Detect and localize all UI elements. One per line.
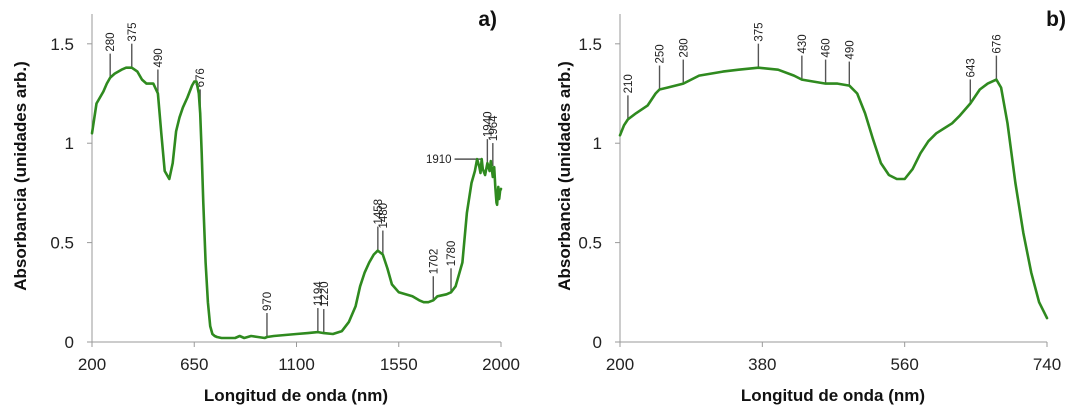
panel-b-label: b)	[1046, 8, 1066, 31]
panel-a-x-tick-label: 1550	[380, 355, 418, 374]
panel-b-annotation-label: 430	[797, 34, 809, 53]
panel-a-y-tick-label: 0.5	[50, 234, 74, 253]
panel-a-x-tick-label: 650	[180, 355, 208, 374]
panel-b-x-tick-label: 380	[748, 355, 776, 374]
panel-b-annotation-label: 460	[821, 38, 833, 57]
panel-b-y-title: Absorbancia (unidades arb.)	[555, 61, 574, 291]
panel-a-x-title: Longitud de onda (nm)	[204, 386, 388, 405]
panel-a-annotation-label: 1702	[428, 249, 440, 275]
panel-a-annotation-label: 1780	[446, 241, 458, 267]
panel-a-annotation-label: 1964	[488, 115, 500, 141]
panel-a-y-tick-label: 0	[65, 333, 74, 352]
panel-a-y-title: Absorbancia (unidades arb.)	[11, 61, 30, 291]
panel-b-ticks: 0 0.5 1 1.5 200 380 560 740	[578, 35, 1061, 374]
panel-a-annotation-label: 1910	[426, 154, 452, 166]
panel-a-annotation-label: 1940	[482, 111, 494, 137]
panel-a-annotation-label: 676	[195, 68, 207, 87]
panel-b-y-tick-label: 1	[593, 134, 602, 153]
panel-a-x-tick-label: 2000	[482, 355, 520, 374]
panel-b-absorbance-line	[618, 66, 1049, 320]
panel-b-x-tick-label: 560	[890, 355, 918, 374]
panel-b-annotation-label: 676	[991, 34, 1003, 53]
panel-b-y-tick-label: 1.5	[578, 35, 602, 54]
panel-b-y-tick-label: 0	[593, 333, 602, 352]
panel-a-annotation-label: 1194	[313, 281, 325, 306]
panel-b-annotation-label: 490	[844, 40, 856, 59]
panel-a-y-tick-label: 1	[65, 134, 74, 153]
panel-a: 0 0.5 1 1.5 200 650 1100 1550 2000 280 375 490 676 9…	[11, 8, 520, 405]
panel-a-annotation-label: 1458	[373, 199, 385, 225]
panel-a-annotation-label: 1220	[319, 281, 331, 307]
panel-b-annotation-label: 250	[655, 44, 667, 63]
panel-a-annotation-label: 1480	[378, 203, 390, 229]
panel-a-y-tick-label: 1.5	[50, 35, 74, 54]
panel-a-label: a)	[478, 8, 497, 31]
panel-a-ticks: 0 0.5 1 1.5 200 650 1100 1550 2000	[50, 35, 520, 374]
panel-a-annotation-label: 490	[153, 48, 165, 67]
panel-b-y-tick-label: 0.5	[578, 234, 602, 253]
panel-b-x-tick-label: 740	[1033, 355, 1061, 374]
panel-a-absorbance-line	[90, 66, 503, 340]
panel-b-x-tick-label: 200	[606, 355, 634, 374]
panel-b-annotation-label: 210	[623, 74, 635, 93]
panel-b-x-title: Longitud de onda (nm)	[741, 386, 925, 405]
panel-a-x-tick-label: 200	[78, 355, 106, 374]
panel-b-annotations: 210 250 280 375 430 460 490 643 676	[623, 22, 1003, 119]
panel-a-annotation-label: 280	[105, 32, 117, 51]
panel-b: 0 0.5 1 1.5 200 380 560 740 210 250 280 375 430 460 4…	[555, 8, 1066, 405]
panel-a-annotation-label: 375	[127, 22, 139, 41]
panel-a-annotation-label: 970	[262, 292, 274, 311]
panel-b-annotation-label: 643	[965, 58, 977, 77]
panel-b-annotation-label: 280	[678, 38, 690, 57]
panel-a-x-tick-label: 1100	[278, 355, 315, 374]
panel-b-annotation-label: 375	[753, 22, 765, 41]
